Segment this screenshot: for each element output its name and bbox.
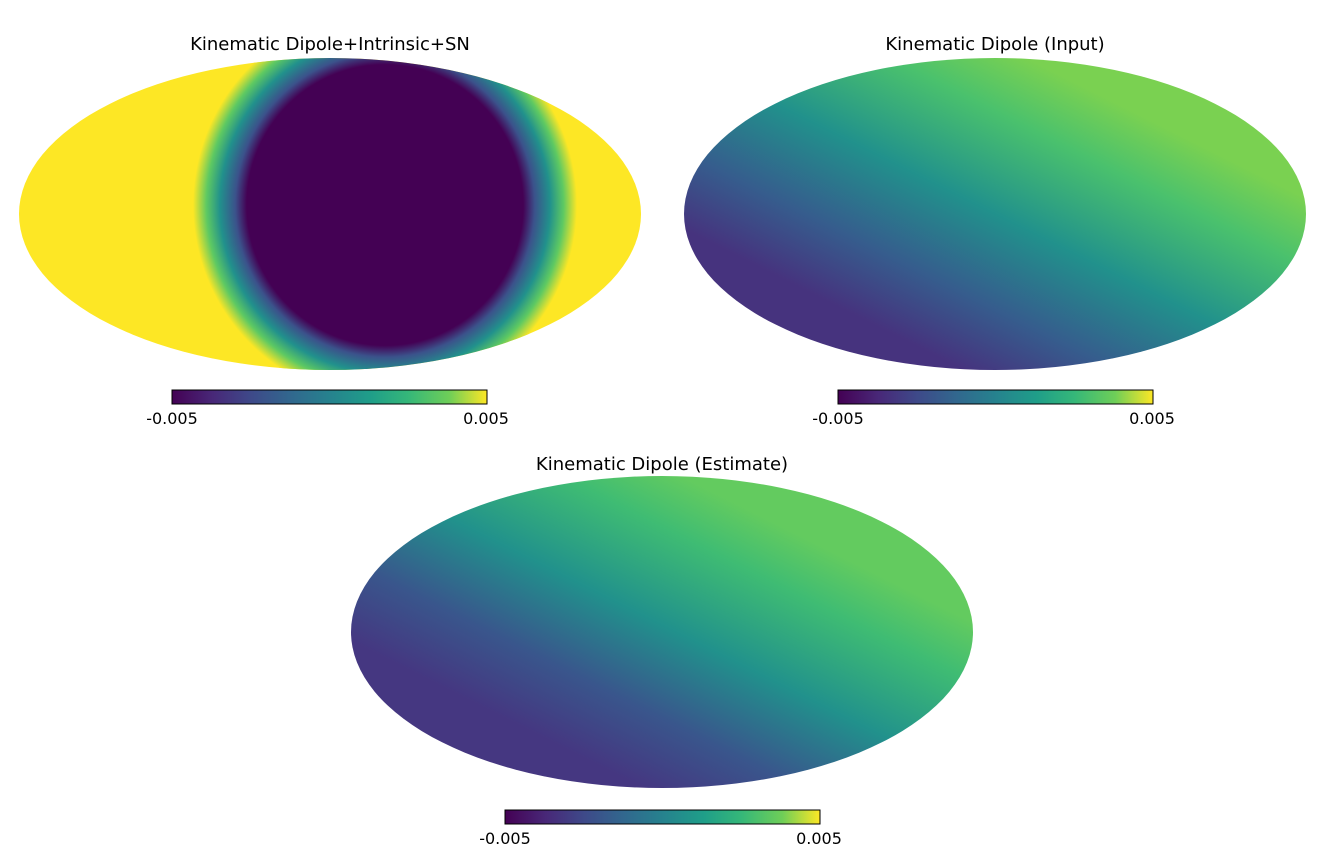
panel-3: Kinematic Dipole (Estimate) -0.005 0.005 bbox=[351, 454, 973, 848]
panel-1-colorbar-max-label: 0.005 bbox=[463, 409, 509, 428]
panel-1-map bbox=[19, 58, 641, 370]
panel-3-map-background bbox=[351, 476, 973, 788]
panel-2-colorbar bbox=[837, 389, 1154, 405]
panel-1-map-ring bbox=[193, 58, 577, 370]
panel-2-colorbar-min-label: -0.005 bbox=[812, 409, 864, 428]
panel-2-colorbar-max-label: 0.005 bbox=[1129, 409, 1175, 428]
panel-3-title: Kinematic Dipole (Estimate) bbox=[536, 454, 788, 475]
panel-1-colorbar bbox=[171, 389, 488, 405]
panel-2-map bbox=[684, 58, 1306, 370]
panel-3-colorbar-max-label: 0.005 bbox=[796, 829, 842, 848]
panel-2-title: Kinematic Dipole (Input) bbox=[885, 34, 1104, 55]
panel-1: Kinematic Dipole+Intrinsic+SN -0.005 0.0… bbox=[19, 34, 641, 428]
panel-3-colorbar bbox=[504, 809, 821, 825]
panel-2: Kinematic Dipole (Input) -0.005 0.005 bbox=[684, 34, 1306, 428]
panel-3-colorbar-min-label: -0.005 bbox=[479, 829, 531, 848]
panel-1-colorbar-min-label: -0.005 bbox=[146, 409, 198, 428]
panel-3-map bbox=[351, 476, 973, 788]
panel-2-map-background bbox=[684, 58, 1306, 370]
panel-1-title: Kinematic Dipole+Intrinsic+SN bbox=[190, 34, 470, 55]
